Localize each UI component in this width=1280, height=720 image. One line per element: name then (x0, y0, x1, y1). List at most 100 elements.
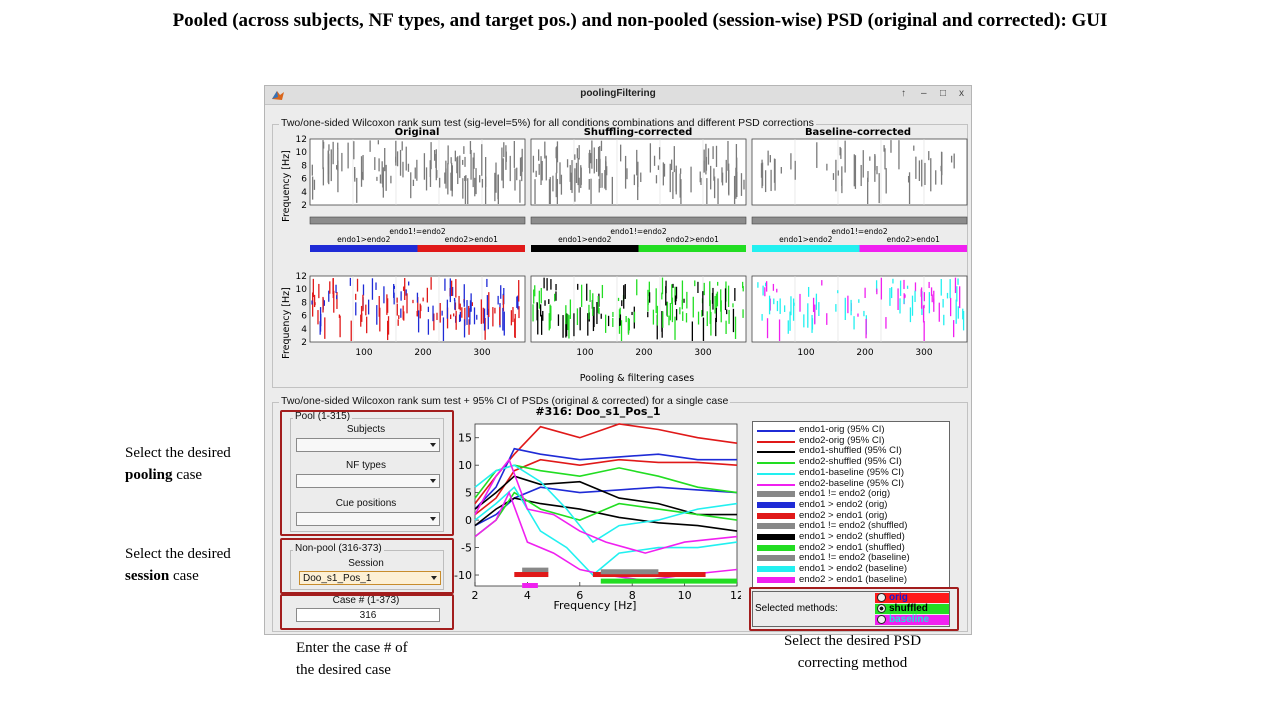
legend-label: endo1 > endo2 (orig) (799, 498, 888, 510)
maximize-icon[interactable]: □ (940, 88, 947, 99)
legend-label: endo1 > endo2 (shuffled) (799, 531, 905, 542)
y-tick-label: 4 (301, 325, 307, 335)
chevron-down-icon (430, 517, 436, 521)
case-number-input[interactable]: 316 (296, 608, 440, 622)
bar-label-neq: endo1!=endo2 (389, 227, 445, 236)
psd-y-tick-label: 0 (465, 514, 472, 527)
nf-types-label: NF types (345, 460, 386, 471)
psd-y-tick-label: 15 (458, 432, 472, 445)
gt1-bar (752, 245, 860, 252)
significance-maps: Original Shuffling-corrected Baseline-co… (281, 127, 968, 384)
psd-curve (474, 458, 738, 554)
legend-label: endo1 > endo2 (baseline) (799, 563, 908, 575)
callout-session-rest: case (169, 568, 199, 584)
gray-map-frame (751, 138, 968, 206)
y-tick-label: 12 (296, 272, 307, 282)
method-radio-baseline[interactable]: baseline (875, 615, 949, 625)
pool-group (290, 418, 444, 532)
significance-bar (592, 572, 706, 578)
method-label: orig (889, 592, 908, 604)
subjects-label: Subjects (346, 424, 386, 435)
legend-swatch (757, 501, 795, 508)
psd-x-tick-label: 10 (678, 589, 692, 602)
psd-curve (474, 464, 738, 544)
psd-xlabel: Frequency [Hz] (554, 599, 637, 612)
psd-axes (474, 423, 738, 587)
highlight-pool (280, 410, 454, 536)
legend-label: endo1-baseline (95% CI) (799, 466, 905, 478)
method-radio-orig[interactable]: orig (875, 593, 949, 603)
session-value: Doo_s1_Pos_1 (303, 573, 372, 584)
callout-pooling-rest: case (172, 467, 203, 483)
x-tick-label: 200 (635, 348, 652, 358)
highlight-session (280, 538, 454, 594)
legend-swatch (757, 523, 795, 530)
window-title: poolingFiltering (580, 88, 656, 99)
y-tick-label: 4 (301, 188, 307, 198)
x-tick-label: 300 (694, 348, 711, 358)
significance-bar (514, 572, 549, 578)
psd-x-tick-label: 4 (524, 589, 531, 602)
close-icon[interactable]: x (959, 88, 964, 99)
y-tick-label: 6 (301, 312, 307, 322)
y-tick-label: 2 (301, 338, 307, 348)
restore-icon[interactable]: ↑ (901, 88, 906, 99)
cue-positions-label: Cue positions (335, 498, 397, 509)
bar-label-gt1: endo1>endo2 (337, 235, 390, 244)
legend-swatch (757, 483, 795, 486)
cue-positions-dropdown[interactable] (296, 512, 440, 526)
x-tick-label: 100 (797, 348, 814, 358)
callout-method: Select the desired PSD correcting method (760, 630, 945, 674)
legend-label: endo2-orig (95% CI) (799, 434, 885, 446)
highlight-case (280, 594, 454, 630)
psd-curve (474, 475, 737, 516)
psd-x-tick-label: 12 (730, 589, 741, 602)
gt1-bar (310, 245, 418, 252)
significance-bar (600, 569, 659, 575)
matlab-logo-icon (272, 91, 284, 100)
session-dropdown[interactable]: Doo_s1_Pos_1 (299, 571, 441, 585)
method-radio-shuffled[interactable]: shuffled (875, 604, 949, 614)
legend-label: endo1 != endo2 (shuffled) (799, 520, 908, 532)
chevron-down-icon (430, 479, 436, 483)
top-ylabel: Frequency [Hz] (281, 150, 292, 222)
legend-label: endo1-shuffled (95% CI) (799, 445, 902, 457)
x-tick-label: 200 (856, 348, 873, 358)
legend-label: endo2 > endo1 (baseline) (799, 573, 908, 585)
legend-label: endo2-shuffled (95% CI) (799, 456, 902, 468)
psd-curve (474, 485, 738, 577)
bar-label-gt2: endo2>endo1 (445, 235, 498, 244)
legend-swatch (757, 544, 795, 551)
slide-title: Pooled (across subjects, NF types, and t… (172, 10, 1108, 31)
y-tick-label: 6 (301, 175, 307, 185)
callout-method-line1: Select the desired PSD (783, 633, 922, 649)
legend-swatch (757, 555, 795, 562)
legend-label: endo1 != endo2 (baseline) (799, 552, 910, 564)
psd-x-tick-label: 8 (629, 589, 636, 602)
subjects-dropdown[interactable] (296, 438, 440, 452)
legend-swatch (757, 430, 795, 432)
bar-label-neq: endo1!=endo2 (831, 227, 887, 236)
legend-label: endo2-baseline (95% CI) (799, 477, 905, 489)
radio-icon (877, 615, 886, 624)
column-title-shuffling: Shuffling-corrected (584, 127, 693, 138)
legend-label: endo2 > endo1 (shuffled) (799, 541, 905, 553)
y-tick-label: 8 (301, 161, 307, 171)
psd-x-tick-label: 6 (576, 589, 583, 602)
nf-types-dropdown[interactable] (296, 474, 440, 488)
bar-label-gt2: endo2>endo1 (887, 235, 940, 244)
y-tick-label: 10 (296, 148, 308, 158)
psd-curve (474, 497, 738, 532)
gt2-bar (859, 245, 967, 252)
methods-label: Selected methods: (755, 603, 838, 614)
callout-session-line1: Select the desired (125, 546, 231, 562)
chevron-down-icon (430, 443, 436, 447)
significance-bar (522, 583, 538, 588)
legend-swatch (757, 451, 795, 454)
window-titlebar: poolingFiltering ↑ – □ x (265, 86, 971, 105)
minimize-icon[interactable]: – (921, 88, 927, 99)
pooling-filtering-window: poolingFiltering ↑ – □ x Two/one-sided W… (264, 85, 972, 635)
y-tick-label: 12 (296, 135, 307, 145)
psd-title: #316: Doo_s1_Pos_1 (535, 406, 660, 418)
psd-plot: #316: Doo_s1_Pos_1 15 10 5 0 -5 -102 4 6 8 10 12 F… (454, 406, 741, 612)
